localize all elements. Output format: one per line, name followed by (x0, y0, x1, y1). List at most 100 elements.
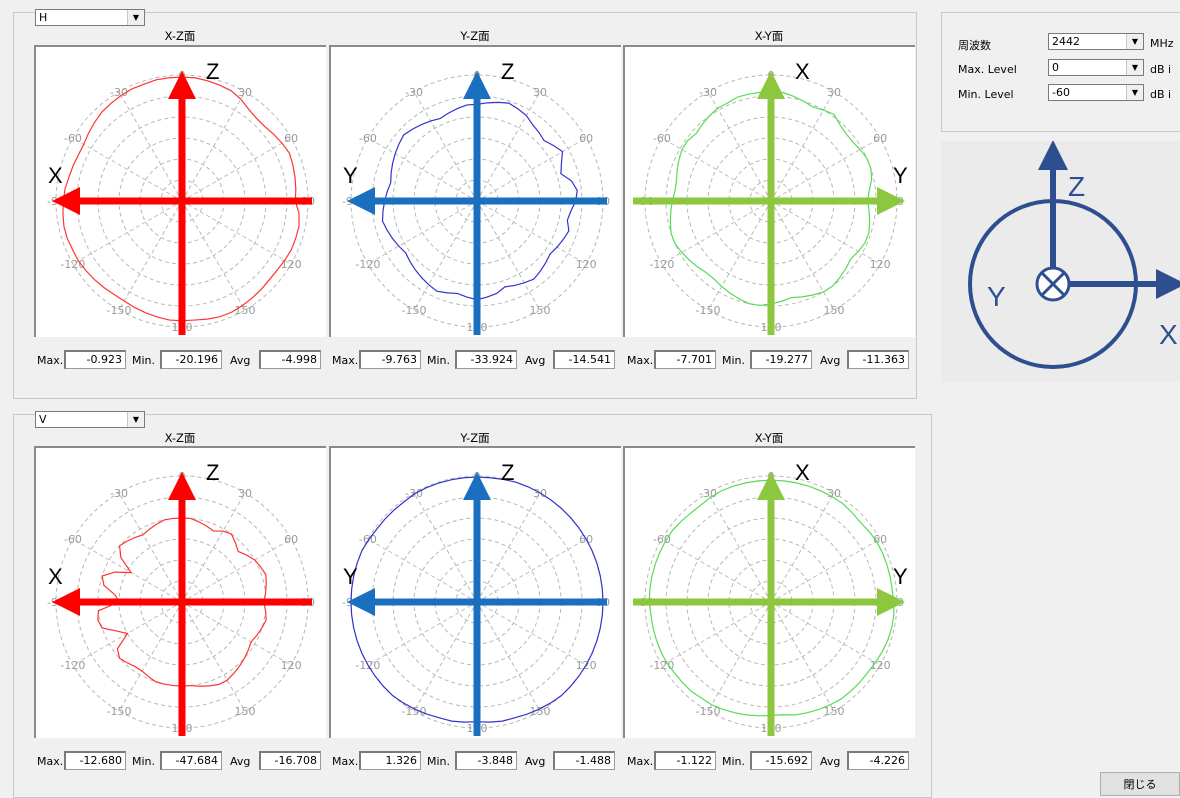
angle-tick-label: -120 (355, 258, 380, 271)
plane-title: Y-Z面 (460, 29, 490, 43)
grid-spoke (72, 538, 183, 603)
chevron-down-icon[interactable]: ▼ (127, 10, 144, 25)
max-label: Max. (627, 354, 654, 367)
grid-spoke (181, 137, 292, 202)
avg-label: Avg (820, 755, 841, 768)
angle-tick-label: 60 (873, 132, 887, 145)
side-axis-label: Y (893, 163, 908, 188)
chevron-down-icon[interactable]: ▼ (1126, 60, 1143, 75)
angle-tick-label: 30 (533, 86, 547, 99)
up-axis-label: X (795, 59, 810, 84)
angle-tick-label: -120 (649, 258, 674, 271)
grid-spoke (413, 601, 478, 712)
grid-spoke (707, 492, 772, 603)
angle-tick-label: 0 (179, 69, 186, 82)
grid-spoke (707, 200, 772, 311)
avg-label: Avg (820, 354, 841, 367)
angle-tick-label: -90 (342, 195, 360, 208)
max-value: -12.680 (64, 751, 126, 770)
close-button[interactable]: 閉じる (1100, 772, 1180, 796)
grid-spoke (770, 200, 835, 311)
angle-tick-label: -150 (107, 304, 132, 317)
grid-spoke (661, 538, 772, 603)
angle-tick-label: -30 (110, 487, 128, 500)
max-value: 1.326 (359, 751, 421, 770)
grid-spoke (770, 91, 835, 202)
x-axis-label: X (1159, 319, 1178, 350)
grid-spoke (367, 601, 478, 666)
grid-spoke (413, 492, 478, 603)
angle-tick-label: -60 (64, 533, 82, 546)
min-level-select[interactable]: -60 ▼ (1048, 84, 1144, 101)
avg-value: -14.541 (553, 350, 615, 369)
grid-spoke (413, 91, 478, 202)
angle-tick-label: 150 (235, 705, 256, 718)
max-level-select[interactable]: 0 ▼ (1048, 59, 1144, 76)
h-polarization-value: H (39, 11, 48, 24)
up-axis-label: Z (501, 460, 514, 485)
axis-diagram-svg: Z Y X (968, 140, 1180, 369)
grid-spoke (367, 200, 478, 265)
max-level-label: Max. Level (958, 63, 1017, 76)
chevron-down-icon[interactable]: ▼ (1126, 34, 1143, 49)
avg-value: -1.488 (553, 751, 615, 770)
angle-tick-label: 60 (873, 533, 887, 546)
chevron-down-icon[interactable]: ▼ (1126, 85, 1143, 100)
max-label: Max. (37, 354, 64, 367)
angle-tick-label: -150 (696, 304, 721, 317)
angle-tick-label: 0 (474, 69, 481, 82)
max-label: Max. (332, 755, 359, 768)
frequency-label: 周波数 (958, 39, 991, 52)
grid-spoke (181, 200, 292, 265)
angle-tick-label: 30 (238, 487, 252, 500)
frequency-select[interactable]: 2442 ▼ (1048, 33, 1144, 50)
v-polarization-select[interactable]: V ▼ (35, 411, 145, 428)
chevron-down-icon[interactable]: ▼ (127, 412, 144, 427)
grid-spoke (707, 91, 772, 202)
grid-spoke (181, 91, 246, 202)
plane-title: X-Y面 (754, 29, 784, 43)
max-level-value: 0 (1052, 61, 1059, 74)
min-level-label: Min. Level (958, 88, 1014, 101)
max-level-unit: dB i (1150, 63, 1172, 76)
side-axis-label: X (48, 564, 63, 589)
angle-tick-label: 120 (576, 258, 597, 271)
angle-tick-label: 120 (870, 659, 891, 672)
cross-line (1040, 271, 1066, 297)
angle-tick-label: -60 (64, 132, 82, 145)
grid-spoke (661, 137, 772, 202)
angle-tick-label: -60 (359, 533, 377, 546)
avg-label: Avg (230, 755, 251, 768)
angle-tick-label: 60 (284, 132, 298, 145)
grid-spoke (770, 538, 881, 603)
avg-label: Avg (525, 755, 546, 768)
grid-spoke (367, 538, 478, 603)
y-axis-label: Y (987, 281, 1006, 312)
angle-tick-label: 30 (238, 86, 252, 99)
angle-tick-label: 150 (530, 304, 551, 317)
min-level-value: -60 (1052, 86, 1070, 99)
angle-tick-label: -150 (696, 705, 721, 718)
grid-spoke (118, 601, 183, 712)
min-label: Min. (132, 354, 156, 367)
avg-value: -4.226 (847, 751, 909, 770)
grid-spoke (476, 601, 587, 666)
angle-tick-label: -30 (405, 86, 423, 99)
angle-tick-label: -30 (699, 487, 717, 500)
grid-spoke (770, 200, 881, 265)
h-polarization-select[interactable]: H ▼ (35, 9, 145, 26)
grid-spoke (118, 200, 183, 311)
angle-tick-label: -30 (699, 86, 717, 99)
grid-spoke (476, 91, 541, 202)
min-label: Min. (722, 755, 746, 768)
min-label: Min. (132, 755, 156, 768)
angle-tick-label: 150 (824, 304, 845, 317)
